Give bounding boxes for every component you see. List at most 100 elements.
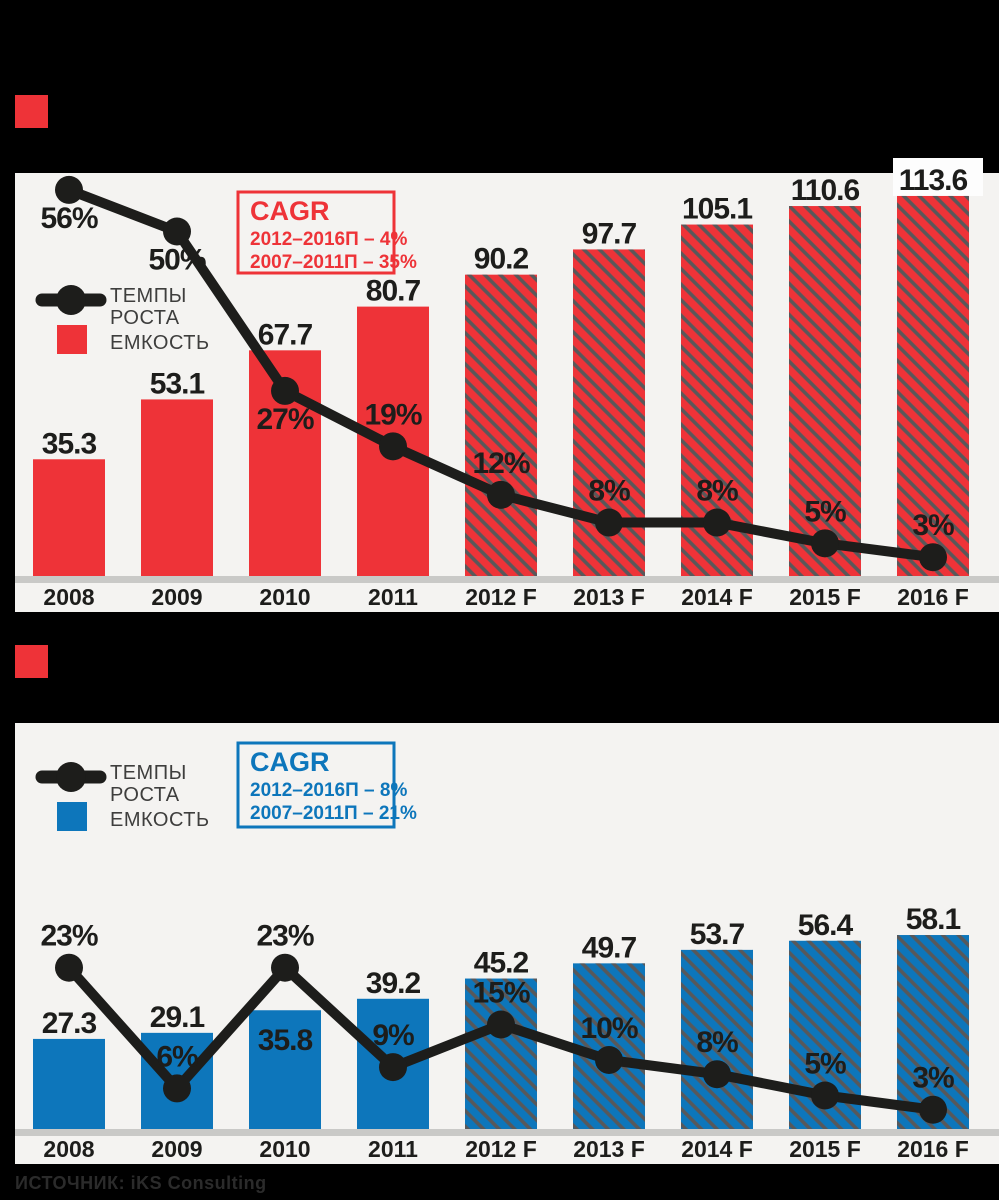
bar-value-label-2014 F: 105.1 <box>682 193 752 226</box>
legend-line-series-label-2: РОСТА <box>110 307 180 329</box>
section-marker-square <box>15 95 48 128</box>
cagr-historic-period: 2007–2011П – 21% <box>250 803 417 824</box>
x-tick-2009: 2009 <box>151 584 202 610</box>
cagr-title: CAGR <box>250 196 330 226</box>
growth-dot-2014 F <box>703 1060 731 1089</box>
bar-2009 <box>141 399 213 578</box>
x-axis-line <box>15 1129 999 1136</box>
legend-bar-swatch <box>57 802 87 831</box>
x-tick-2014 F: 2014 F <box>681 584 753 610</box>
chart-red: 35.3 53.1 67.7 80.7 90.2 97.7 105.1 110.6 113.6 5… <box>15 95 999 612</box>
growth-value-label-2015 F: 5% <box>804 1048 846 1081</box>
growth-dot-2009 <box>163 1074 191 1103</box>
x-tick-2010: 2010 <box>259 1136 310 1162</box>
legend-bar-swatch <box>57 325 87 354</box>
growth-dot-2011 <box>379 1053 407 1082</box>
bar-forecast-hatch-2016 F <box>897 195 969 578</box>
bar-value-label-2008: 27.3 <box>42 1007 97 1040</box>
bar-forecast-hatch-2012 F <box>465 274 537 578</box>
cagr-forecast-period: 2012–2016П – 8% <box>250 780 407 801</box>
legend-dot-icon <box>56 285 86 315</box>
x-tick-2015 F: 2015 F <box>789 584 861 610</box>
x-tick-2011: 2011 <box>368 1136 418 1162</box>
bar-value-label-2010: 35.8 <box>258 1024 313 1057</box>
growth-dot-2011 <box>379 432 407 461</box>
growth-value-label-2010: 27% <box>256 403 313 436</box>
x-tick-2014 F: 2014 F <box>681 1136 753 1162</box>
growth-dot-2015 F <box>811 1081 839 1110</box>
chart-blue: 27.3 29.1 35.8 39.2 45.2 49.7 53.7 56.4 58.1 23% 6… <box>15 645 999 1164</box>
bar-2008 <box>33 1038 105 1131</box>
bar-value-label-2011: 80.7 <box>366 275 421 308</box>
growth-dot-2016 F <box>919 1095 947 1124</box>
growth-value-label-2016 F: 3% <box>912 509 954 542</box>
growth-dot-2009 <box>163 217 191 246</box>
bar-value-label-2015 F: 110.6 <box>791 174 860 207</box>
bar-value-label-2015 F: 56.4 <box>798 909 854 942</box>
x-tick-2016 F: 2016 F <box>897 1136 969 1162</box>
label-backing <box>893 158 983 196</box>
bar-value-label-2016 F: 113.6 <box>899 164 968 197</box>
growth-dot-2008 <box>55 953 83 982</box>
x-tick-2009: 2009 <box>151 1136 202 1162</box>
bar-value-label-2010: 67.7 <box>258 318 313 351</box>
section-marker-square <box>15 645 48 678</box>
growth-value-label-2008: 56% <box>40 202 97 235</box>
growth-dot-2012 F <box>487 480 515 509</box>
growth-value-label-2013 F: 8% <box>588 475 630 508</box>
bar-value-label-2016 F: 58.1 <box>906 903 961 936</box>
bar-value-label-2012 F: 90.2 <box>474 243 529 276</box>
growth-value-label-2009: 6% <box>156 1040 198 1073</box>
growth-value-label-2016 F: 3% <box>912 1062 954 1095</box>
cagr-box <box>236 190 396 275</box>
growth-value-label-2014 F: 8% <box>696 1026 738 1059</box>
growth-dot-2013 F <box>595 508 623 537</box>
legend-dot-icon <box>56 762 86 792</box>
growth-dot-2016 F <box>919 543 947 572</box>
bar-forecast-hatch-2012 F <box>465 978 537 1131</box>
legend-line-series-label-1: ТЕМПЫ <box>110 762 187 784</box>
bar-value-label-2008: 35.3 <box>42 427 97 460</box>
cagr-historic-period: 2007–2011П – 35% <box>250 252 417 273</box>
cagr-title: CAGR <box>250 747 330 777</box>
bar-2010 <box>249 1010 321 1131</box>
bar-forecast-hatch-2014 F <box>681 949 753 1131</box>
legend-bar-series-label: ЕМКОСТЬ <box>110 332 210 354</box>
growth-value-label-2013 F: 10% <box>580 1012 637 1045</box>
cagr-box <box>236 741 396 829</box>
growth-value-label-2015 F: 5% <box>804 495 846 528</box>
growth-value-label-2011: 19% <box>364 398 421 431</box>
growth-dot-2013 F <box>595 1046 623 1074</box>
growth-value-label-2012 F: 12% <box>472 447 529 480</box>
growth-dot-2014 F <box>703 508 731 537</box>
growth-value-label-2012 F: 15% <box>472 977 529 1010</box>
x-tick-2011: 2011 <box>368 584 418 610</box>
cagr-forecast-period: 2012–2016П – 4% <box>250 229 407 250</box>
growth-dot-2010 <box>271 376 299 405</box>
growth-value-label-2014 F: 8% <box>696 475 738 508</box>
growth-value-label-2009: 50% <box>148 244 205 277</box>
bar-value-label-2012 F: 45.2 <box>474 947 529 980</box>
source-label: ИСТОЧНИК: iKS Consulting <box>15 1173 267 1193</box>
x-tick-2013 F: 2013 F <box>573 584 645 610</box>
bar-value-label-2013 F: 49.7 <box>582 931 637 964</box>
growth-dot-2008 <box>55 175 83 204</box>
x-tick-2016 F: 2016 F <box>897 584 969 610</box>
bar-value-label-2009: 53.1 <box>150 367 205 400</box>
x-tick-2012 F: 2012 F <box>465 1136 537 1162</box>
legend-line-series-label-1: ТЕМПЫ <box>110 285 187 307</box>
growth-value-label-2010: 23% <box>256 920 313 953</box>
bar-value-label-2009: 29.1 <box>150 1001 205 1034</box>
bar-value-label-2014 F: 53.7 <box>690 918 745 951</box>
x-tick-2008: 2008 <box>43 1136 94 1162</box>
bar-forecast-hatch-2015 F <box>789 206 861 579</box>
bar-2008 <box>33 459 105 578</box>
x-tick-2008: 2008 <box>43 584 94 610</box>
x-tick-2010: 2010 <box>259 584 310 610</box>
bar-value-label-2013 F: 97.7 <box>582 217 637 250</box>
growth-dot-2010 <box>271 953 299 982</box>
growth-value-label-2008: 23% <box>40 920 97 953</box>
growth-dot-2015 F <box>811 529 839 558</box>
x-tick-2013 F: 2013 F <box>573 1136 645 1162</box>
